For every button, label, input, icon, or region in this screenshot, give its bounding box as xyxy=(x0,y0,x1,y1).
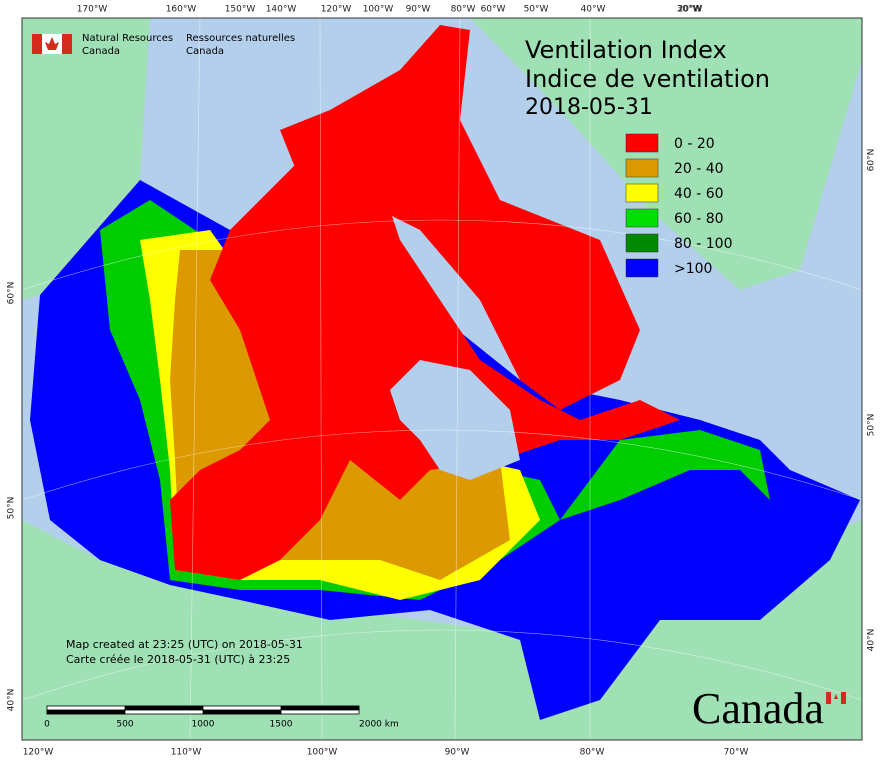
dept-fr: Canada xyxy=(186,46,224,57)
latitude-label: 40°N xyxy=(867,629,877,652)
title: Indice de ventilation xyxy=(525,65,770,93)
graticule xyxy=(21,17,863,741)
longitude-label: 120°W xyxy=(23,748,54,758)
scale-label: 0 xyxy=(44,720,50,730)
longitude-label: 150°W xyxy=(225,5,256,15)
longitude-label: 90°W xyxy=(406,5,431,15)
longitude-label: 100°W xyxy=(307,748,338,758)
latitude-label: 60°N xyxy=(7,282,17,305)
canada-index xyxy=(30,25,860,720)
longitude-label: 30°W xyxy=(677,5,702,15)
legend-swatch xyxy=(625,233,659,253)
legend: 0 - 20 20 - 40 40 - 60 60 - 80 80 - 100 >100 xyxy=(625,133,733,278)
latitude-label: 50°N xyxy=(7,497,17,520)
longitude-label: 80°W xyxy=(451,5,476,15)
frame xyxy=(21,17,863,741)
credit: Carte créée le 2018-05-31 (UTC) à 23:25 xyxy=(66,653,290,666)
dept-fr: Ressources naturelles xyxy=(186,33,295,44)
longitude-label: 60°W xyxy=(481,5,506,15)
legend-label: 0 - 20 xyxy=(674,136,715,152)
longitude-label: 50°W xyxy=(524,5,549,15)
title-date: 2018-05-31 xyxy=(525,95,653,120)
nrcan-logo xyxy=(32,34,72,54)
longitude-label: 40°W xyxy=(581,5,606,15)
legend-label: 60 - 80 xyxy=(674,211,724,227)
longitude-label: 160°W xyxy=(166,5,197,15)
legend-label: 20 - 40 xyxy=(674,161,724,177)
longitude-label: 100°W xyxy=(363,5,394,15)
longitude-label: 170°W xyxy=(77,5,108,15)
scale-label: 1500 xyxy=(270,720,293,730)
wordmark: Canada xyxy=(692,684,824,733)
legend-swatch xyxy=(625,183,659,203)
scale-label: 1000 xyxy=(192,720,215,730)
longitude-label: 140°W xyxy=(266,5,297,15)
title: Ventilation Index xyxy=(525,36,727,64)
legend-swatch xyxy=(625,258,659,278)
legend-swatch xyxy=(625,133,659,153)
legend-swatch xyxy=(625,158,659,178)
latitude-label: 40°N xyxy=(7,689,17,712)
longitude-label: 110°W xyxy=(171,748,202,758)
legend-label: 80 - 100 xyxy=(674,236,733,252)
dept-en: Canada xyxy=(82,46,120,57)
longitude-label: 120°W xyxy=(321,5,352,15)
latitude-label: 60°N xyxy=(867,149,877,172)
longitude-label: 90°W xyxy=(445,748,470,758)
credit: Map created at 23:25 (UTC) on 2018-05-31 xyxy=(66,638,303,651)
wordmark-flag xyxy=(826,692,846,704)
dept-en: Natural Resources xyxy=(82,33,173,44)
legend-label: 40 - 60 xyxy=(674,186,724,202)
longitude-label: 20°W xyxy=(678,5,703,15)
longitude-label: 80°W xyxy=(580,748,605,758)
legend-swatch xyxy=(625,208,659,228)
scale-label: 2000 km xyxy=(359,720,399,730)
scale-bar xyxy=(46,705,360,715)
scale-label: 500 xyxy=(116,720,133,730)
latitude-label: 50°N xyxy=(867,414,877,437)
longitude-label: 70°W xyxy=(724,748,749,758)
legend-label: >100 xyxy=(674,261,712,277)
